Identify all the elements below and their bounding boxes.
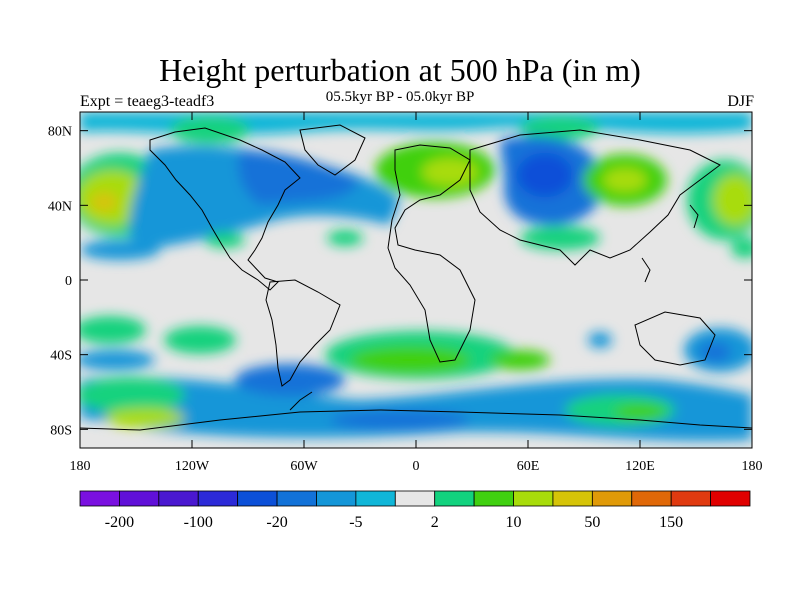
colorbar-swatch bbox=[119, 490, 160, 507]
colorbar-swatch bbox=[434, 490, 475, 507]
lon-tick-label: 60E bbox=[517, 459, 540, 474]
colorbar-swatch bbox=[355, 490, 396, 507]
colorbar: -200 -100 -20 -5 2 10 50 150 bbox=[79, 490, 751, 531]
colorbar-swatch bbox=[79, 490, 120, 507]
lon-tick-label: 120E bbox=[625, 459, 655, 474]
colorbar-label: 50 bbox=[584, 514, 600, 531]
season-label: DJF bbox=[727, 93, 754, 110]
colorbar-swatch bbox=[513, 490, 554, 507]
colorbar-label: -5 bbox=[349, 514, 362, 531]
colorbar-label: 2 bbox=[431, 514, 439, 531]
colorbar-swatch bbox=[591, 490, 633, 507]
latitude-axis: 80N 40N 0 40S 80S bbox=[48, 125, 752, 438]
lon-tick-label: 60W bbox=[290, 459, 318, 474]
colorbar-swatch bbox=[473, 490, 514, 507]
colorbar-label: -20 bbox=[266, 514, 287, 531]
lat-tick-label: 0 bbox=[65, 274, 72, 289]
colorbar-swatch bbox=[394, 490, 436, 507]
colorbar-label: -200 bbox=[105, 514, 134, 531]
lat-tick-label: 80N bbox=[48, 125, 72, 140]
plot-title: Height perturbation at 500 hPa (in m) bbox=[159, 52, 641, 88]
longitude-axis: 180 120W 60W 0 60E 120E 180 bbox=[70, 112, 763, 474]
lon-tick-label: 0 bbox=[413, 459, 420, 474]
colorbar-swatch bbox=[670, 490, 711, 507]
colorbar-swatch bbox=[631, 490, 672, 507]
colorbar-swatch bbox=[552, 490, 593, 507]
colorbar-label: -100 bbox=[184, 514, 213, 531]
colorbar-swatch bbox=[316, 490, 357, 507]
colorbar-swatch bbox=[237, 490, 278, 507]
lon-tick-label: 180 bbox=[70, 459, 91, 474]
period-label: 05.5kyr BP - 05.0kyr BP bbox=[325, 89, 475, 105]
colorbar-label: 10 bbox=[506, 514, 522, 531]
colorbar-label: 150 bbox=[659, 514, 683, 531]
colorbar-swatch bbox=[197, 490, 239, 507]
experiment-label: Expt = teaeg3-teadf3 bbox=[80, 93, 215, 110]
lon-tick-label: 180 bbox=[742, 459, 763, 474]
colorbar-swatch bbox=[276, 490, 317, 507]
anomaly-field bbox=[80, 112, 752, 442]
lat-tick-label: 40N bbox=[48, 199, 72, 214]
lon-tick-label: 120W bbox=[175, 459, 210, 474]
lat-tick-label: 80S bbox=[50, 423, 72, 438]
coastlines bbox=[80, 124, 752, 431]
lat-tick-label: 40S bbox=[50, 349, 72, 364]
colorbar-swatch bbox=[158, 490, 199, 507]
colorbar-swatch bbox=[710, 490, 751, 507]
